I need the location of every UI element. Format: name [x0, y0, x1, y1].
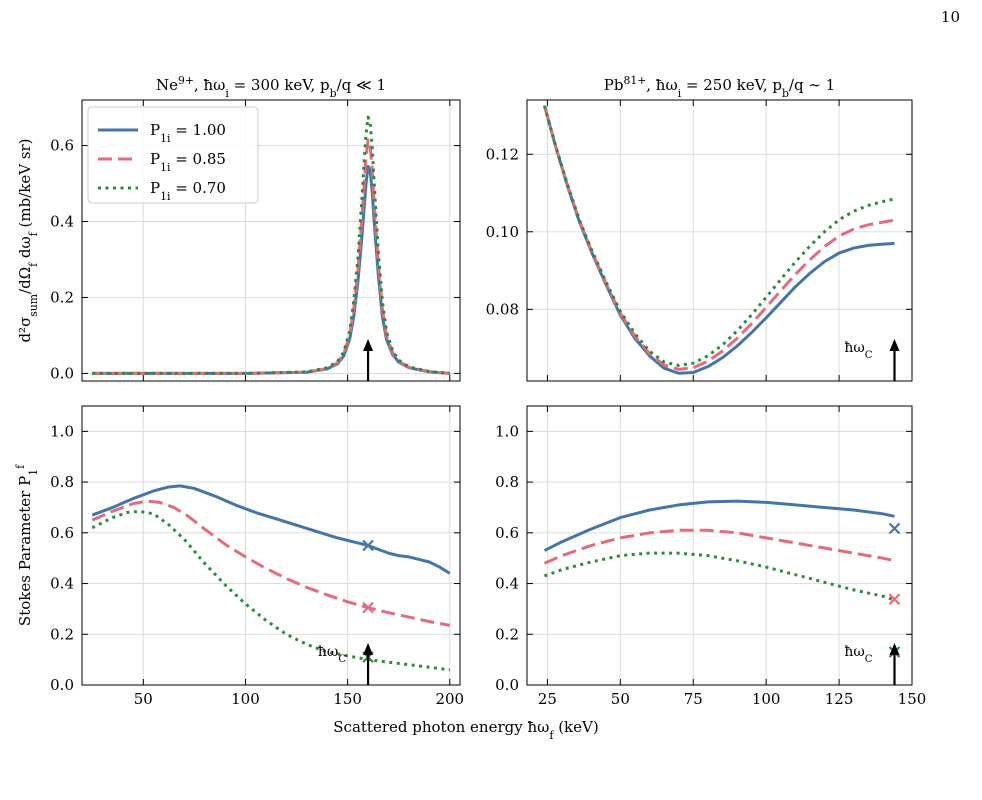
- top-left-frame: [81, 99, 461, 382]
- bottom-left-ytick-label: 0.8: [50, 473, 74, 491]
- bottom-right-ytick-label: 0.0: [495, 676, 519, 694]
- bottom-right-xtick-label: 50: [611, 690, 630, 708]
- bottom-left-xtick-label: 150: [333, 690, 362, 708]
- bottom-right-frame: [526, 405, 913, 686]
- axes-layer: [81, 99, 913, 686]
- top-left-title: Ne9+, ħωi = 300 keV, pb/q ≪ 1: [156, 74, 386, 100]
- bottom-right-ytick-label: 0.4: [495, 575, 519, 593]
- bottom-right-arrow: [889, 643, 900, 685]
- top-right-arrow: [889, 339, 900, 381]
- top-right-series-2: [543, 105, 895, 371]
- top-right-ytick-label: 0.08: [486, 300, 519, 318]
- bottom-left-series-2: [91, 499, 451, 627]
- bottom-right-xtick-label: 75: [684, 690, 703, 708]
- bottom-left-xtick-label: 200: [435, 690, 464, 708]
- bottom-left-ytick-label: 0.0: [50, 676, 74, 694]
- bottom-right-series-2: [543, 528, 895, 565]
- bottom-left-ytick-label: 1.0: [50, 422, 74, 440]
- bottom-right-series-3: [543, 551, 895, 602]
- bottom-right-series-1: [543, 499, 895, 552]
- bottom-left-xtick-label: 100: [231, 690, 260, 708]
- top-left-ytick-label: 0.0: [50, 364, 74, 382]
- bottom-left-ytick-label: 0.2: [50, 625, 74, 643]
- page-number: 10: [940, 8, 960, 26]
- bottom-left-ytick-label: 0.6: [50, 524, 74, 542]
- legend: P1i = 1.00 P1i = 0.85 P1i = 0.70: [87, 106, 259, 204]
- top-right-arrow-label: ħωC: [844, 340, 872, 361]
- bottom-left-arrow-label: ħωC: [318, 644, 346, 665]
- bottom-left-ylabel: Stokes Parameter P1f: [14, 464, 40, 626]
- top-right-series-3: [543, 105, 895, 367]
- top-left-ytick-label: 0.2: [50, 288, 74, 306]
- legend-entry-1: P1i = 1.00: [150, 121, 226, 145]
- top-right-title: Pb81+, ħωi = 250 keV, pb/q ∼ 1: [604, 74, 835, 100]
- bottom-right-marker-1: [888, 522, 901, 535]
- text-layer: 0.0 0.2 0.4 0.6 Ne9+, ħωi = 300 keV, pb/q ≪ …: [14, 74, 927, 709]
- bottom-right-xtick-label: 150: [898, 690, 927, 708]
- bottom-right-marker-2: [888, 593, 901, 606]
- top-left-series-2: [92, 138, 450, 375]
- top-right-series-1: [543, 105, 895, 375]
- bottom-right-ytick-label: 0.6: [495, 524, 519, 542]
- legend-entry-3: P1i = 0.70: [150, 179, 226, 203]
- series-layer: [91, 105, 901, 685]
- top-right-ytick-label: 0.10: [486, 223, 519, 241]
- legend-entry-2: P1i = 0.85: [150, 150, 226, 174]
- top-left-ytick-label: 0.6: [50, 137, 74, 155]
- bottom-right-ytick-label: 0.2: [495, 625, 519, 643]
- bottom-left-series-3: [91, 509, 450, 672]
- bottom-right-xtick-label: 25: [538, 690, 557, 708]
- top-right-frame: [526, 99, 913, 382]
- bottom-right-xtick-label: 100: [752, 690, 781, 708]
- bottom-right-arrow-label: ħωC: [844, 644, 872, 665]
- bottom-left-marker-1: [362, 539, 374, 552]
- bottom-right-ytick-label: 0.8: [495, 473, 519, 491]
- bottom-left-series-1: [91, 484, 451, 575]
- top-left-arrow: [363, 339, 374, 381]
- bottom-left-ytick-label: 0.4: [50, 575, 74, 593]
- top-left-ylabel: d²σsum/dΩf dωf (mb/keV sr): [16, 138, 40, 342]
- top-right-ytick-label: 0.12: [486, 145, 519, 163]
- shared-x-axis-label: Scattered photon energy ħωf (keV): [333, 718, 598, 742]
- bottom-left-xtick-label: 50: [134, 690, 153, 708]
- bottom-right-xtick-label: 125: [825, 690, 854, 708]
- bottom-right-ytick-label: 1.0: [495, 422, 519, 440]
- bottom-left-frame: [81, 405, 461, 686]
- bottom-left-marker-2: [362, 601, 374, 614]
- top-left-series-3: [92, 115, 450, 375]
- bottom-left-arrow: [363, 643, 374, 685]
- top-left-ytick-label: 0.4: [50, 213, 74, 231]
